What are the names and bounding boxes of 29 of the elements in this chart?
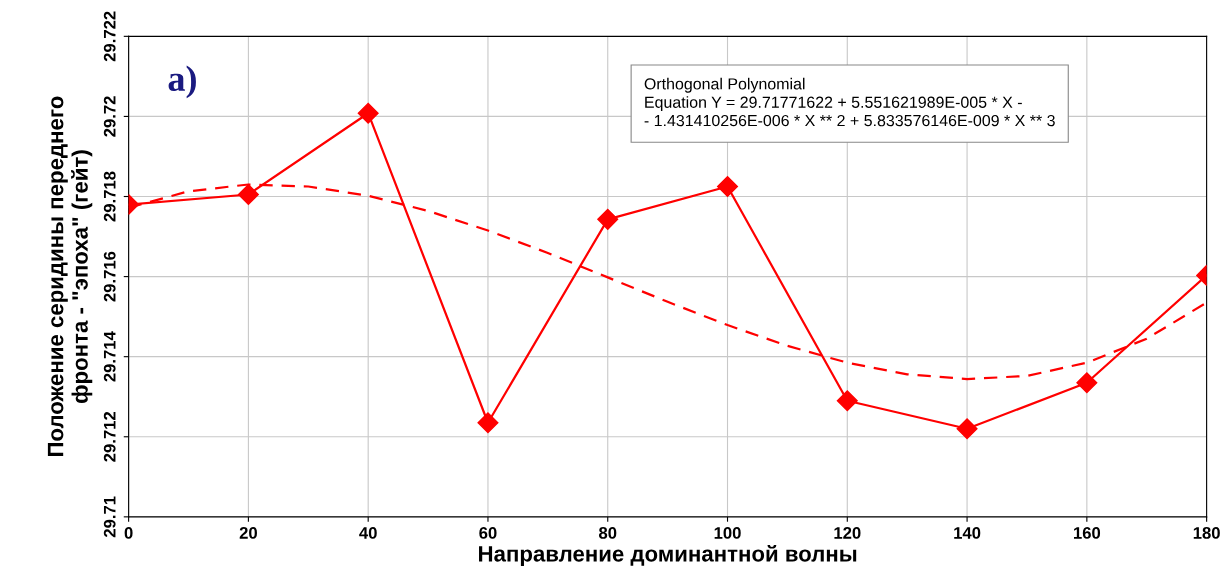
x-tick-label: 180 (1193, 527, 1220, 539)
point (597, 208, 619, 230)
annotation: Orthogonal Polynomial Equation Y = 29.71771622 + 5.551621989E-005 * X - - 1.431410256E-006 * X ** 2 + 5.833576146E-009 * X ** 3 (644, 77, 1055, 127)
y-tick-label: 29.718 (103, 171, 116, 222)
annotation: a) (168, 65, 196, 99)
x-tick-label: 0 (124, 527, 133, 539)
x-tick-label: 120 (834, 527, 861, 539)
y-tick-label: 29.722 (103, 11, 116, 62)
x-axis-title: Направление доминантной волны (479, 544, 857, 567)
y-tick-label: 29.712 (103, 411, 116, 462)
y-tick-label: 29.72 (103, 96, 116, 137)
x-tick-label: 20 (239, 527, 257, 539)
point (716, 175, 739, 198)
x-tick-label: 140 (954, 527, 981, 539)
point (1076, 372, 1098, 394)
y-tick-label: 29.716 (103, 251, 116, 302)
x-tick-label: 80 (599, 527, 617, 539)
point (237, 183, 259, 206)
y-tick-label: 29.71 (103, 496, 116, 538)
x-tick-label: 60 (479, 527, 497, 539)
y-tick-label: 29.714 (103, 331, 116, 382)
point (357, 102, 379, 124)
x-tick-label: 40 (359, 527, 377, 539)
point (836, 390, 858, 412)
x-tick-label: 160 (1073, 527, 1101, 539)
point (956, 418, 978, 440)
x-tick-label: 100 (714, 527, 741, 539)
point (477, 412, 499, 434)
y-axis-title: Положение серидины переднего фронта - "эпоха" (гейт) (47, 96, 93, 457)
